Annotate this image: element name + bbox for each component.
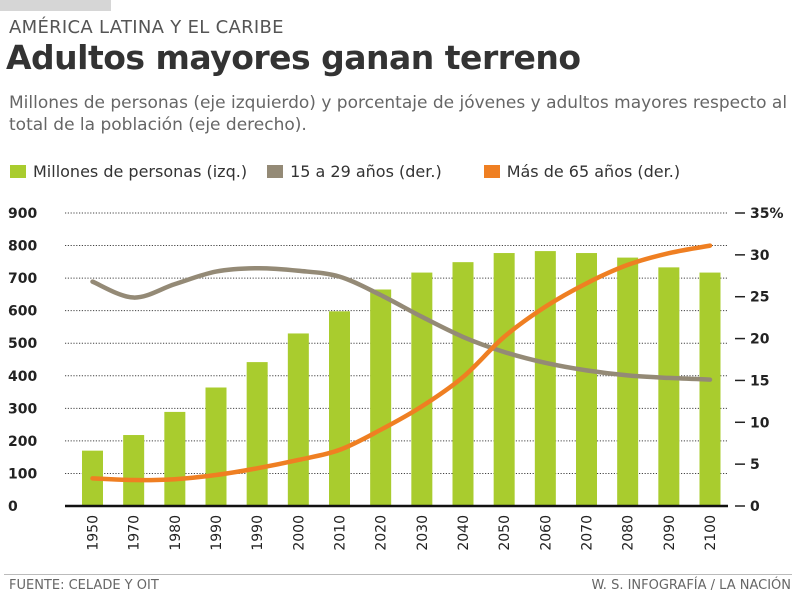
- bar: [534, 251, 556, 506]
- right-tick-label: 15: [750, 373, 769, 389]
- bar: [493, 253, 515, 506]
- bar: [205, 387, 227, 506]
- header-bar: [0, 0, 111, 11]
- left-tick-label: 800: [8, 239, 37, 255]
- x-tick-label: 1990: [250, 515, 266, 551]
- legend-item-bars: Millones de personas (izq.): [10, 162, 247, 181]
- bar: [370, 289, 392, 506]
- bar: [164, 411, 186, 506]
- left-tick-label: 700: [8, 271, 37, 287]
- legend-swatch: [483, 165, 500, 178]
- x-tick-label: 1990: [209, 515, 225, 551]
- source: FUENTE: CELADE Y OIT: [9, 578, 159, 593]
- bar: [411, 272, 433, 506]
- left-tick-label: 0: [8, 499, 18, 515]
- x-tick-label: 2080: [621, 515, 637, 551]
- right-tick-label: 25: [750, 290, 769, 306]
- legend-label: Más de 65 años (der.): [506, 162, 681, 181]
- bar: [658, 267, 680, 506]
- x-tick-label: 2090: [662, 515, 678, 551]
- left-tick-label: 200: [8, 434, 37, 450]
- bar: [123, 435, 145, 506]
- line-65-plus: [90, 243, 713, 483]
- left-tick-label: 500: [8, 336, 37, 352]
- x-tick-label: 1970: [127, 515, 143, 551]
- legend-swatch: [10, 165, 26, 178]
- left-tick-label: 400: [8, 369, 37, 385]
- left-tick-label: 100: [8, 466, 37, 482]
- bar: [576, 253, 597, 506]
- left-tick-label: 900: [8, 206, 37, 222]
- line-15-29: [90, 266, 713, 382]
- x-tick-label: 2010: [333, 515, 349, 551]
- x-tick-label: 2060: [538, 515, 554, 551]
- legend-label: 15 a 29 años (der.): [290, 162, 442, 181]
- bar: [246, 362, 268, 506]
- kicker: AMÉRICA LATINA Y EL CARIBE: [9, 17, 284, 38]
- x-tick-label: 2100: [703, 515, 719, 551]
- right-tick-label: 20: [750, 332, 770, 348]
- right-tick-label: 30: [750, 248, 770, 264]
- footer-divider: [4, 574, 792, 575]
- left-tick-label: 600: [8, 304, 37, 320]
- chart-subtitle: Millones de personas (eje izquierdo) y p…: [9, 93, 788, 135]
- x-tick-label: 1980: [168, 515, 184, 551]
- x-tick-label: 2070: [580, 515, 596, 551]
- bar: [699, 272, 721, 506]
- bar: [452, 262, 474, 506]
- x-tick-label: 2040: [456, 515, 472, 551]
- x-tick-label: 2020: [374, 515, 390, 551]
- bar: [617, 257, 639, 506]
- legend-label: Millones de personas (izq.): [33, 162, 248, 181]
- bar: [287, 333, 309, 506]
- legend-swatch: [267, 165, 284, 178]
- chart-title: Adultos mayores ganan terreno: [6, 38, 581, 77]
- credit: W. S. INFOGRAFÍA / LA NACIÓN: [591, 578, 791, 593]
- bar: [329, 311, 350, 506]
- right-tick-label: 35%: [750, 206, 784, 222]
- right-tick-label: 0: [750, 499, 760, 515]
- legend-item-old: Más de 65 años (der.): [483, 162, 681, 181]
- right-tick-label: 10: [750, 415, 770, 431]
- legend-item-young: 15 a 29 años (der.): [267, 162, 442, 181]
- x-tick-label: 2000: [291, 515, 307, 551]
- x-tick-label: 2030: [415, 515, 431, 551]
- x-tick-label: 1950: [86, 515, 102, 551]
- left-tick-label: 300: [8, 401, 37, 417]
- right-tick-label: 5: [750, 457, 760, 473]
- legend: Millones de personas (izq.) 15 a 29 años…: [10, 162, 700, 181]
- x-tick-label: 2050: [497, 515, 513, 551]
